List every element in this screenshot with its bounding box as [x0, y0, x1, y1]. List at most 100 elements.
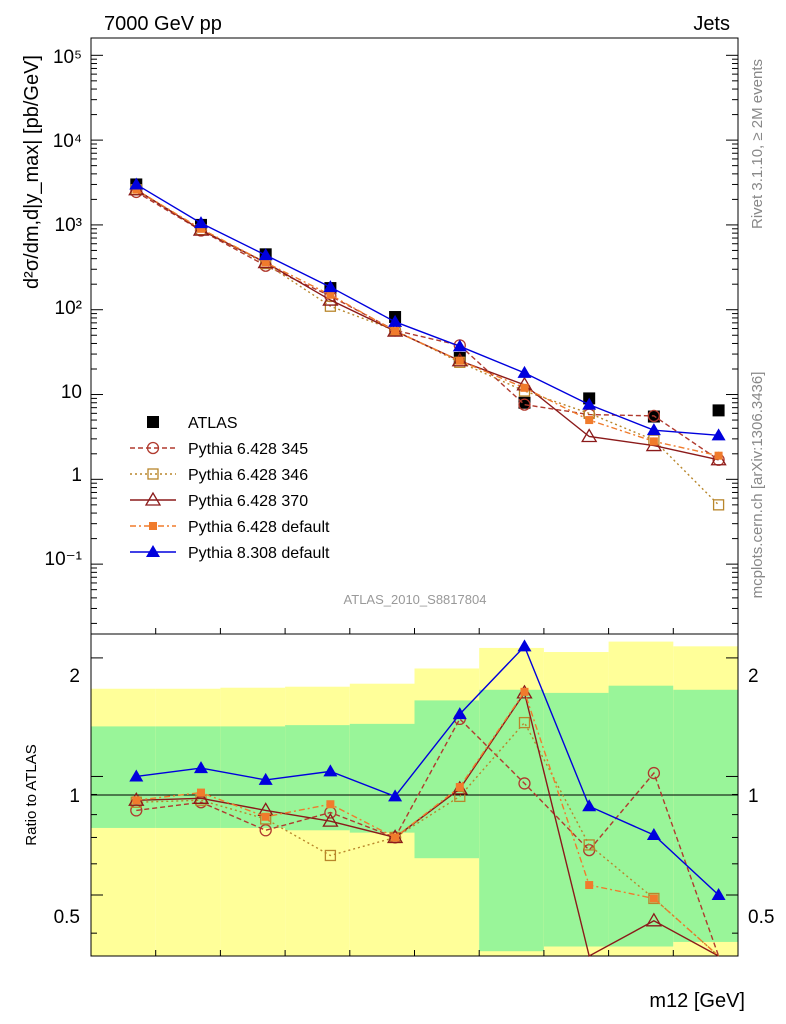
legend-entry: Pythia 6.428 default	[130, 519, 330, 536]
marker	[518, 398, 531, 411]
rivet-label: Rivet 3.1.10, ≥ 2M events	[749, 59, 766, 229]
main-ytick-label: 10⁻¹	[45, 549, 83, 570]
marker	[585, 881, 594, 890]
marker	[646, 828, 661, 841]
marker	[258, 772, 273, 785]
series-pythia-8-308-default	[129, 177, 726, 900]
axis-ticks	[91, 54, 738, 956]
marker	[714, 451, 723, 460]
ratio-ytick-label-right: 0.5	[748, 907, 774, 928]
marker	[582, 799, 597, 812]
marker	[583, 839, 595, 851]
green-band	[414, 700, 480, 859]
analysis-id: ATLAS_2010_S8817804	[344, 592, 487, 607]
green-band	[673, 689, 738, 942]
series-line-main	[135, 191, 719, 461]
marker	[324, 300, 337, 312]
marker	[520, 687, 529, 696]
marker	[324, 849, 337, 862]
legend-label: Pythia 6.428 default	[188, 519, 330, 536]
ratio-ytick-label-right: 2	[748, 666, 759, 687]
marker	[455, 356, 464, 365]
marker	[647, 766, 661, 780]
marker	[196, 224, 205, 233]
legend-entry: Pythia 6.428 345	[130, 441, 308, 458]
legend-entry: Pythia 8.308 default	[130, 545, 330, 562]
series-line-main	[135, 183, 719, 437]
main-ylabel: d²σ/dm,d|y_max| [pb/GeV]	[21, 55, 43, 289]
series-line-ratio	[136, 645, 720, 896]
legend-label: Pythia 8.308 default	[188, 545, 330, 562]
marker	[647, 409, 661, 423]
marker	[322, 812, 339, 827]
marker	[452, 707, 467, 720]
main-ytick-label: 1	[71, 465, 82, 486]
legend-entry: ATLAS	[147, 415, 238, 432]
marker	[391, 833, 400, 842]
series-line-main	[135, 189, 719, 457]
green-band	[91, 726, 156, 828]
ratio-ytick-label: 0.5	[54, 907, 80, 928]
series-atlas	[130, 178, 725, 423]
ratio-ytick-label-right: 1	[748, 786, 759, 807]
marker	[322, 291, 339, 306]
marker	[520, 383, 529, 392]
marker	[646, 423, 661, 436]
series-line-ratio	[136, 690, 720, 957]
header-left: 7000 GeV pp	[104, 13, 222, 35]
legend-label: Pythia 6.428 346	[188, 467, 308, 484]
marker	[132, 796, 141, 805]
marker	[452, 339, 467, 352]
green-band	[479, 689, 544, 952]
marker	[388, 314, 403, 327]
legend-entry: Pythia 6.428 346	[130, 467, 308, 484]
marker	[132, 185, 141, 194]
marker	[323, 764, 338, 777]
marker	[146, 545, 160, 557]
marker	[326, 290, 335, 299]
xlabel: m12 [GeV]	[649, 990, 745, 1012]
marker	[144, 491, 162, 506]
marker	[149, 522, 157, 530]
marker	[193, 216, 208, 229]
marker	[258, 248, 273, 261]
marker	[323, 280, 338, 293]
marker	[517, 639, 532, 652]
marker	[649, 894, 658, 903]
main-ytick-label: 10	[61, 382, 82, 403]
series-line-ratio	[136, 721, 720, 957]
ratio-ylabel: Ratio to ATLAS	[23, 744, 40, 845]
marker	[147, 468, 159, 480]
marker	[146, 441, 160, 455]
ratio-ytick-label: 1	[69, 786, 80, 807]
marker	[712, 404, 725, 417]
header-right: Jets	[693, 13, 730, 35]
marker	[193, 761, 208, 774]
legend-label: ATLAS	[188, 415, 238, 432]
series-layer	[128, 177, 727, 958]
legend-entry: Pythia 6.428 370	[130, 491, 308, 510]
green-band	[543, 692, 609, 947]
marker	[147, 416, 159, 428]
series-pythia-6-428-default	[132, 185, 723, 957]
legend: ATLAS Pythia 6.428 345 Pythia 6.428 346 Pyt…	[130, 415, 330, 562]
marker	[326, 800, 335, 809]
marker	[129, 769, 144, 782]
marker	[129, 177, 144, 190]
main-ytick-label: 10²	[55, 298, 82, 319]
green-band	[349, 723, 415, 833]
main-ytick-label: 10³	[55, 215, 82, 236]
ratio-ytick-label: 2	[69, 666, 80, 687]
green-band	[608, 685, 674, 947]
marker	[454, 790, 466, 803]
marker	[645, 912, 663, 927]
marker	[388, 789, 403, 802]
main-ytick-label: 10⁴	[53, 131, 82, 152]
marker	[455, 783, 464, 792]
marker	[582, 397, 597, 410]
marker	[712, 499, 725, 511]
marker	[192, 790, 210, 804]
marker	[649, 437, 658, 446]
marker	[261, 812, 270, 821]
